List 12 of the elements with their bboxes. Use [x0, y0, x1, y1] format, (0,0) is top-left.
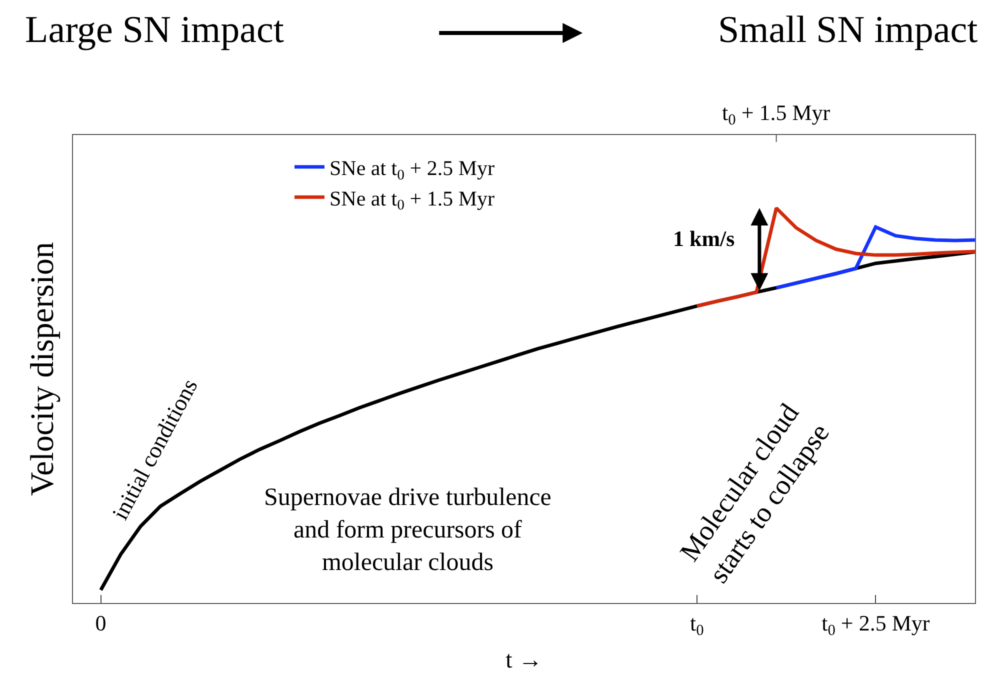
text: Large SN impact — [25, 9, 284, 51]
x-tick-label: t$_{0}$ + 2.5 Myr — [822, 610, 930, 640]
text: Small SN impact — [718, 9, 978, 51]
annotation: Supernovae drive turbulence and form precursors of molecular clouds — [264, 484, 552, 576]
y-axis-title: Velocity dispersion — [24, 242, 61, 496]
legend-label: SNe at t$_{0}$ + 2.5 Myr — [329, 156, 494, 184]
x-axis-title: t → — [506, 647, 542, 674]
legend-label: SNe at t$_{0}$ + 1.5 Myr — [329, 186, 494, 214]
text: t$_{0}$ + 1.5 Myr — [722, 100, 831, 129]
x-tick-label: 0 — [95, 610, 106, 636]
annotation: 1 km/s — [673, 226, 736, 251]
x-tick-label: t$_{0}$ — [690, 610, 704, 640]
